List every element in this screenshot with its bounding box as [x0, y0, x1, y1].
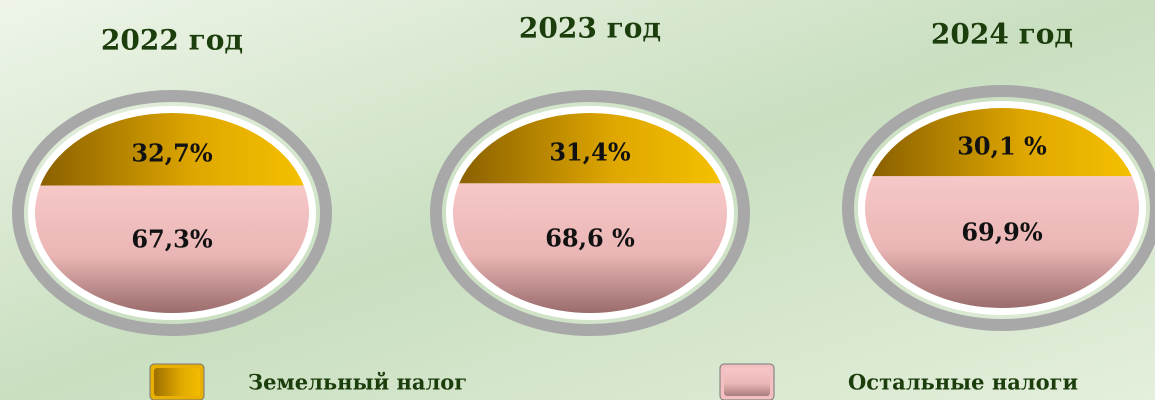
legend-swatch-shade	[724, 368, 770, 396]
legend-label: Остальные налоги	[848, 370, 1078, 395]
segment	[34, 185, 310, 313]
segment	[872, 108, 1132, 177]
ring	[842, 85, 1155, 331]
value-label: 31,4%	[549, 138, 630, 167]
segment	[453, 183, 727, 313]
legend-swatch-shade	[154, 368, 200, 396]
segment	[40, 113, 304, 186]
ring	[12, 90, 332, 336]
value-label: 32,7%	[131, 139, 212, 168]
legend-label: Земельный налог	[248, 370, 467, 395]
segment	[864, 176, 1139, 309]
value-label: 68,6 %	[545, 224, 635, 253]
chart-title: 2022 год	[101, 24, 243, 57]
value-label: 67,3%	[131, 225, 212, 254]
segment	[459, 113, 721, 184]
chart-title: 2023 год	[519, 12, 661, 45]
ring	[430, 90, 750, 336]
value-label: 69,9%	[961, 218, 1042, 247]
chart-title: 2024 год	[931, 18, 1073, 51]
value-label: 30,1 %	[957, 132, 1047, 161]
